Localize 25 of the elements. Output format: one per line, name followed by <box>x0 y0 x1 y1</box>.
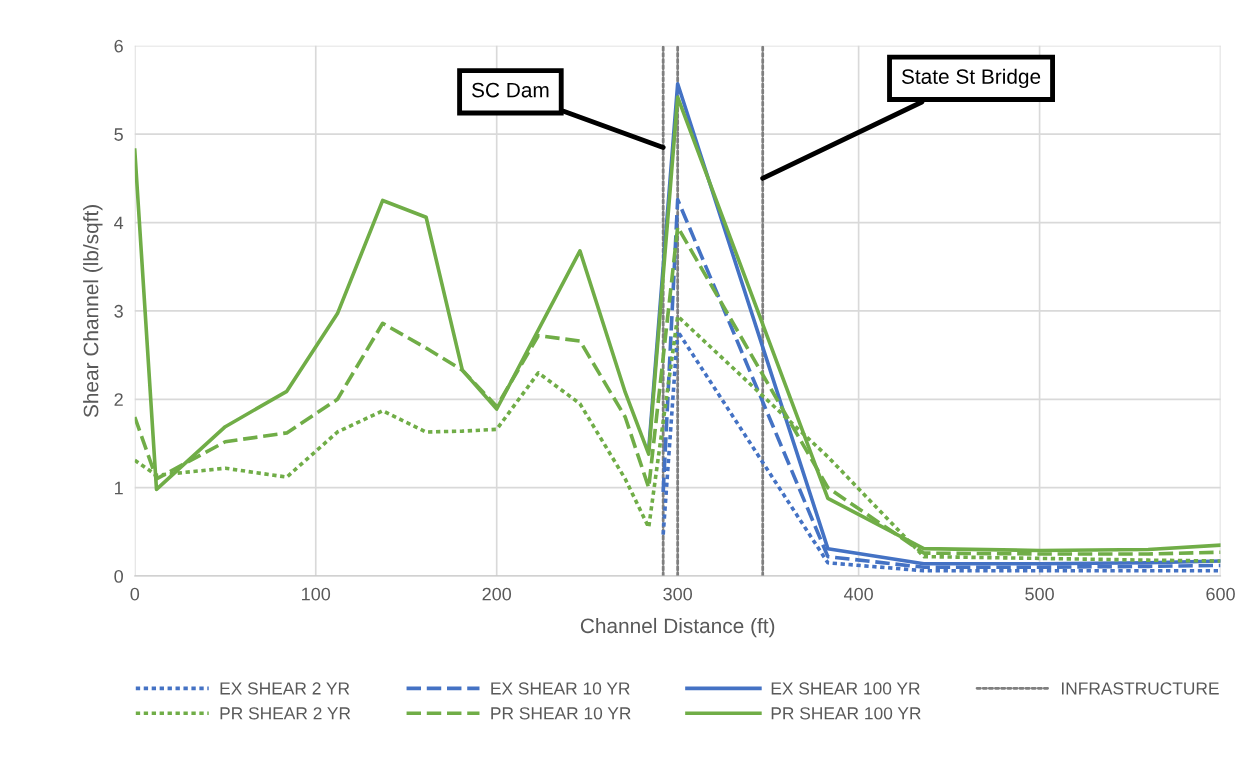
x-tick-label: 400 <box>843 587 873 601</box>
y-tick-label: 3 <box>114 304 123 318</box>
x-tick-label: 0 <box>130 587 140 601</box>
x-axis-title: Channel Distance (ft) <box>580 617 775 638</box>
legend-label: PR SHEAR 2 YR <box>220 707 351 720</box>
y-tick-label: 2 <box>114 393 123 406</box>
x-tick-label: 100 <box>302 587 331 601</box>
legend-label: EX SHEAR 10 YR <box>491 682 630 695</box>
legend-label: EX SHEAR 100 YR <box>771 682 920 695</box>
legend-label: PR SHEAR 100 YR <box>771 707 921 720</box>
annotation: State St Bridge <box>901 68 1041 89</box>
y-axis-title: Shear Channel (lb/sqft) <box>83 205 103 418</box>
legend-label: INFRASTRUCTURE <box>1061 682 1219 695</box>
x-tick-label: 300 <box>663 587 693 601</box>
y-tick-label: 4 <box>114 216 124 230</box>
y-tick-label: 0 <box>114 570 123 583</box>
legend-label: EX SHEAR 2 YR <box>220 682 350 695</box>
x-tick-label: 500 <box>1025 587 1054 601</box>
y-tick-label: 1 <box>115 481 123 495</box>
annotation: SC Dam <box>472 82 549 98</box>
x-tick-label: 200 <box>482 587 512 601</box>
legend-label: PR SHEAR 10 YR <box>491 707 631 720</box>
x-tick-label: 600 <box>1206 587 1235 601</box>
y-tick-label: 6 <box>114 39 123 53</box>
y-tick-label: 5 <box>114 128 123 141</box>
